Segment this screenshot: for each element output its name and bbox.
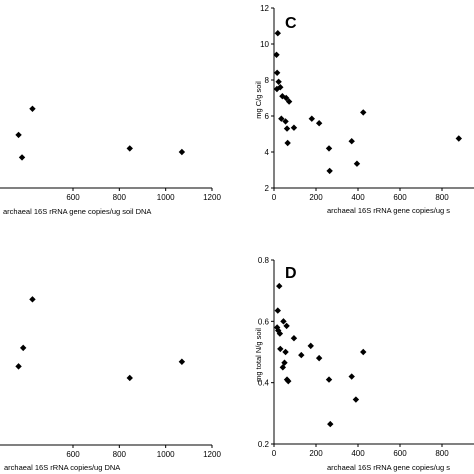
y-axis-label: mg total N/g soil (254, 328, 263, 382)
y-tick-label: 8 (265, 76, 270, 85)
data-point (360, 109, 367, 116)
x-tick-label: 800 (113, 193, 127, 202)
x-tick-label: 800 (435, 193, 449, 202)
y-tick-label: 0.4 (258, 379, 270, 388)
data-point (281, 359, 288, 366)
data-point (360, 348, 367, 356)
x-tick-label: 1000 (157, 193, 175, 202)
data-point (315, 354, 323, 362)
data-point (29, 105, 36, 112)
x-tick-label: 800 (435, 449, 449, 458)
data-point (326, 167, 333, 175)
data-point (282, 94, 290, 102)
data-point (15, 131, 22, 139)
y-tick-label: 0.8 (258, 256, 270, 265)
x-tick-label: 600 (66, 193, 80, 202)
data-point (273, 51, 280, 58)
y-tick-label: 2 (265, 184, 270, 193)
data-point (274, 30, 281, 37)
panel-label: D (285, 265, 297, 282)
data-point (352, 396, 360, 403)
data-point (283, 322, 290, 330)
y-tick-label: 4 (265, 148, 270, 157)
data-point (278, 115, 285, 122)
data-point (273, 69, 281, 76)
data-point (285, 377, 292, 385)
y-tick-label: 6 (265, 112, 270, 121)
x-tick-label: 800 (113, 450, 127, 459)
x-tick-label: 1200 (203, 450, 221, 459)
data-point (282, 118, 289, 125)
data-point (19, 344, 27, 352)
data-point (348, 138, 355, 145)
data-point (277, 345, 284, 353)
x-tick-label: 400 (351, 193, 365, 202)
data-point (327, 420, 334, 428)
data-point (126, 145, 133, 152)
data-point (29, 296, 36, 303)
x-tick-label: 1000 (157, 450, 175, 459)
data-point (282, 348, 289, 356)
x-tick-label: 200 (309, 449, 323, 458)
data-point (348, 373, 355, 380)
data-point (325, 376, 333, 383)
data-point (315, 120, 323, 127)
data-point (290, 335, 298, 342)
data-point (18, 154, 26, 161)
panel-label: C (285, 15, 297, 32)
data-point (178, 148, 186, 156)
data-point (283, 125, 291, 132)
data-point (455, 135, 462, 142)
y-tick-label: 12 (260, 4, 269, 13)
data-point (298, 351, 305, 359)
y-axis-label: mg C/g soil (254, 81, 263, 119)
data-point (285, 98, 293, 105)
y-tick-label: 0.2 (258, 440, 270, 449)
data-point (276, 282, 283, 290)
data-point (353, 160, 361, 167)
data-point (274, 307, 281, 314)
x-tick-label: 400 (351, 449, 365, 458)
x-axis-label: archaeal 16S rRNA gene copies/ug soil DN… (3, 207, 151, 216)
data-point (307, 342, 314, 350)
data-point (308, 115, 315, 122)
x-tick-label: 0 (272, 193, 277, 202)
y-tick-label: 10 (260, 40, 269, 49)
x-axis-label: archaeal 16S rRNA gene copies/ug s (327, 463, 450, 472)
data-point (279, 93, 286, 100)
data-point (275, 78, 282, 85)
x-tick-label: 1200 (203, 193, 221, 202)
x-tick-label: 200 (309, 193, 323, 202)
data-point (178, 358, 186, 365)
data-point (126, 374, 133, 382)
data-point (290, 124, 298, 131)
data-point (273, 85, 281, 93)
data-point (325, 145, 333, 152)
x-tick-label: 600 (393, 449, 407, 458)
x-tick-label: 600 (393, 193, 407, 202)
data-point (276, 330, 284, 337)
x-tick-label: 0 (272, 449, 277, 458)
y-tick-label: 0.6 (258, 317, 270, 326)
data-point (15, 363, 22, 370)
data-point (280, 318, 287, 325)
x-axis-label: archaeal 16S rRNA gene copies/ug s (327, 206, 450, 215)
x-axis-label: archaeal 16S rRNA copies/ug DNA (4, 463, 120, 472)
x-tick-label: 600 (66, 450, 80, 459)
data-point (284, 139, 291, 147)
